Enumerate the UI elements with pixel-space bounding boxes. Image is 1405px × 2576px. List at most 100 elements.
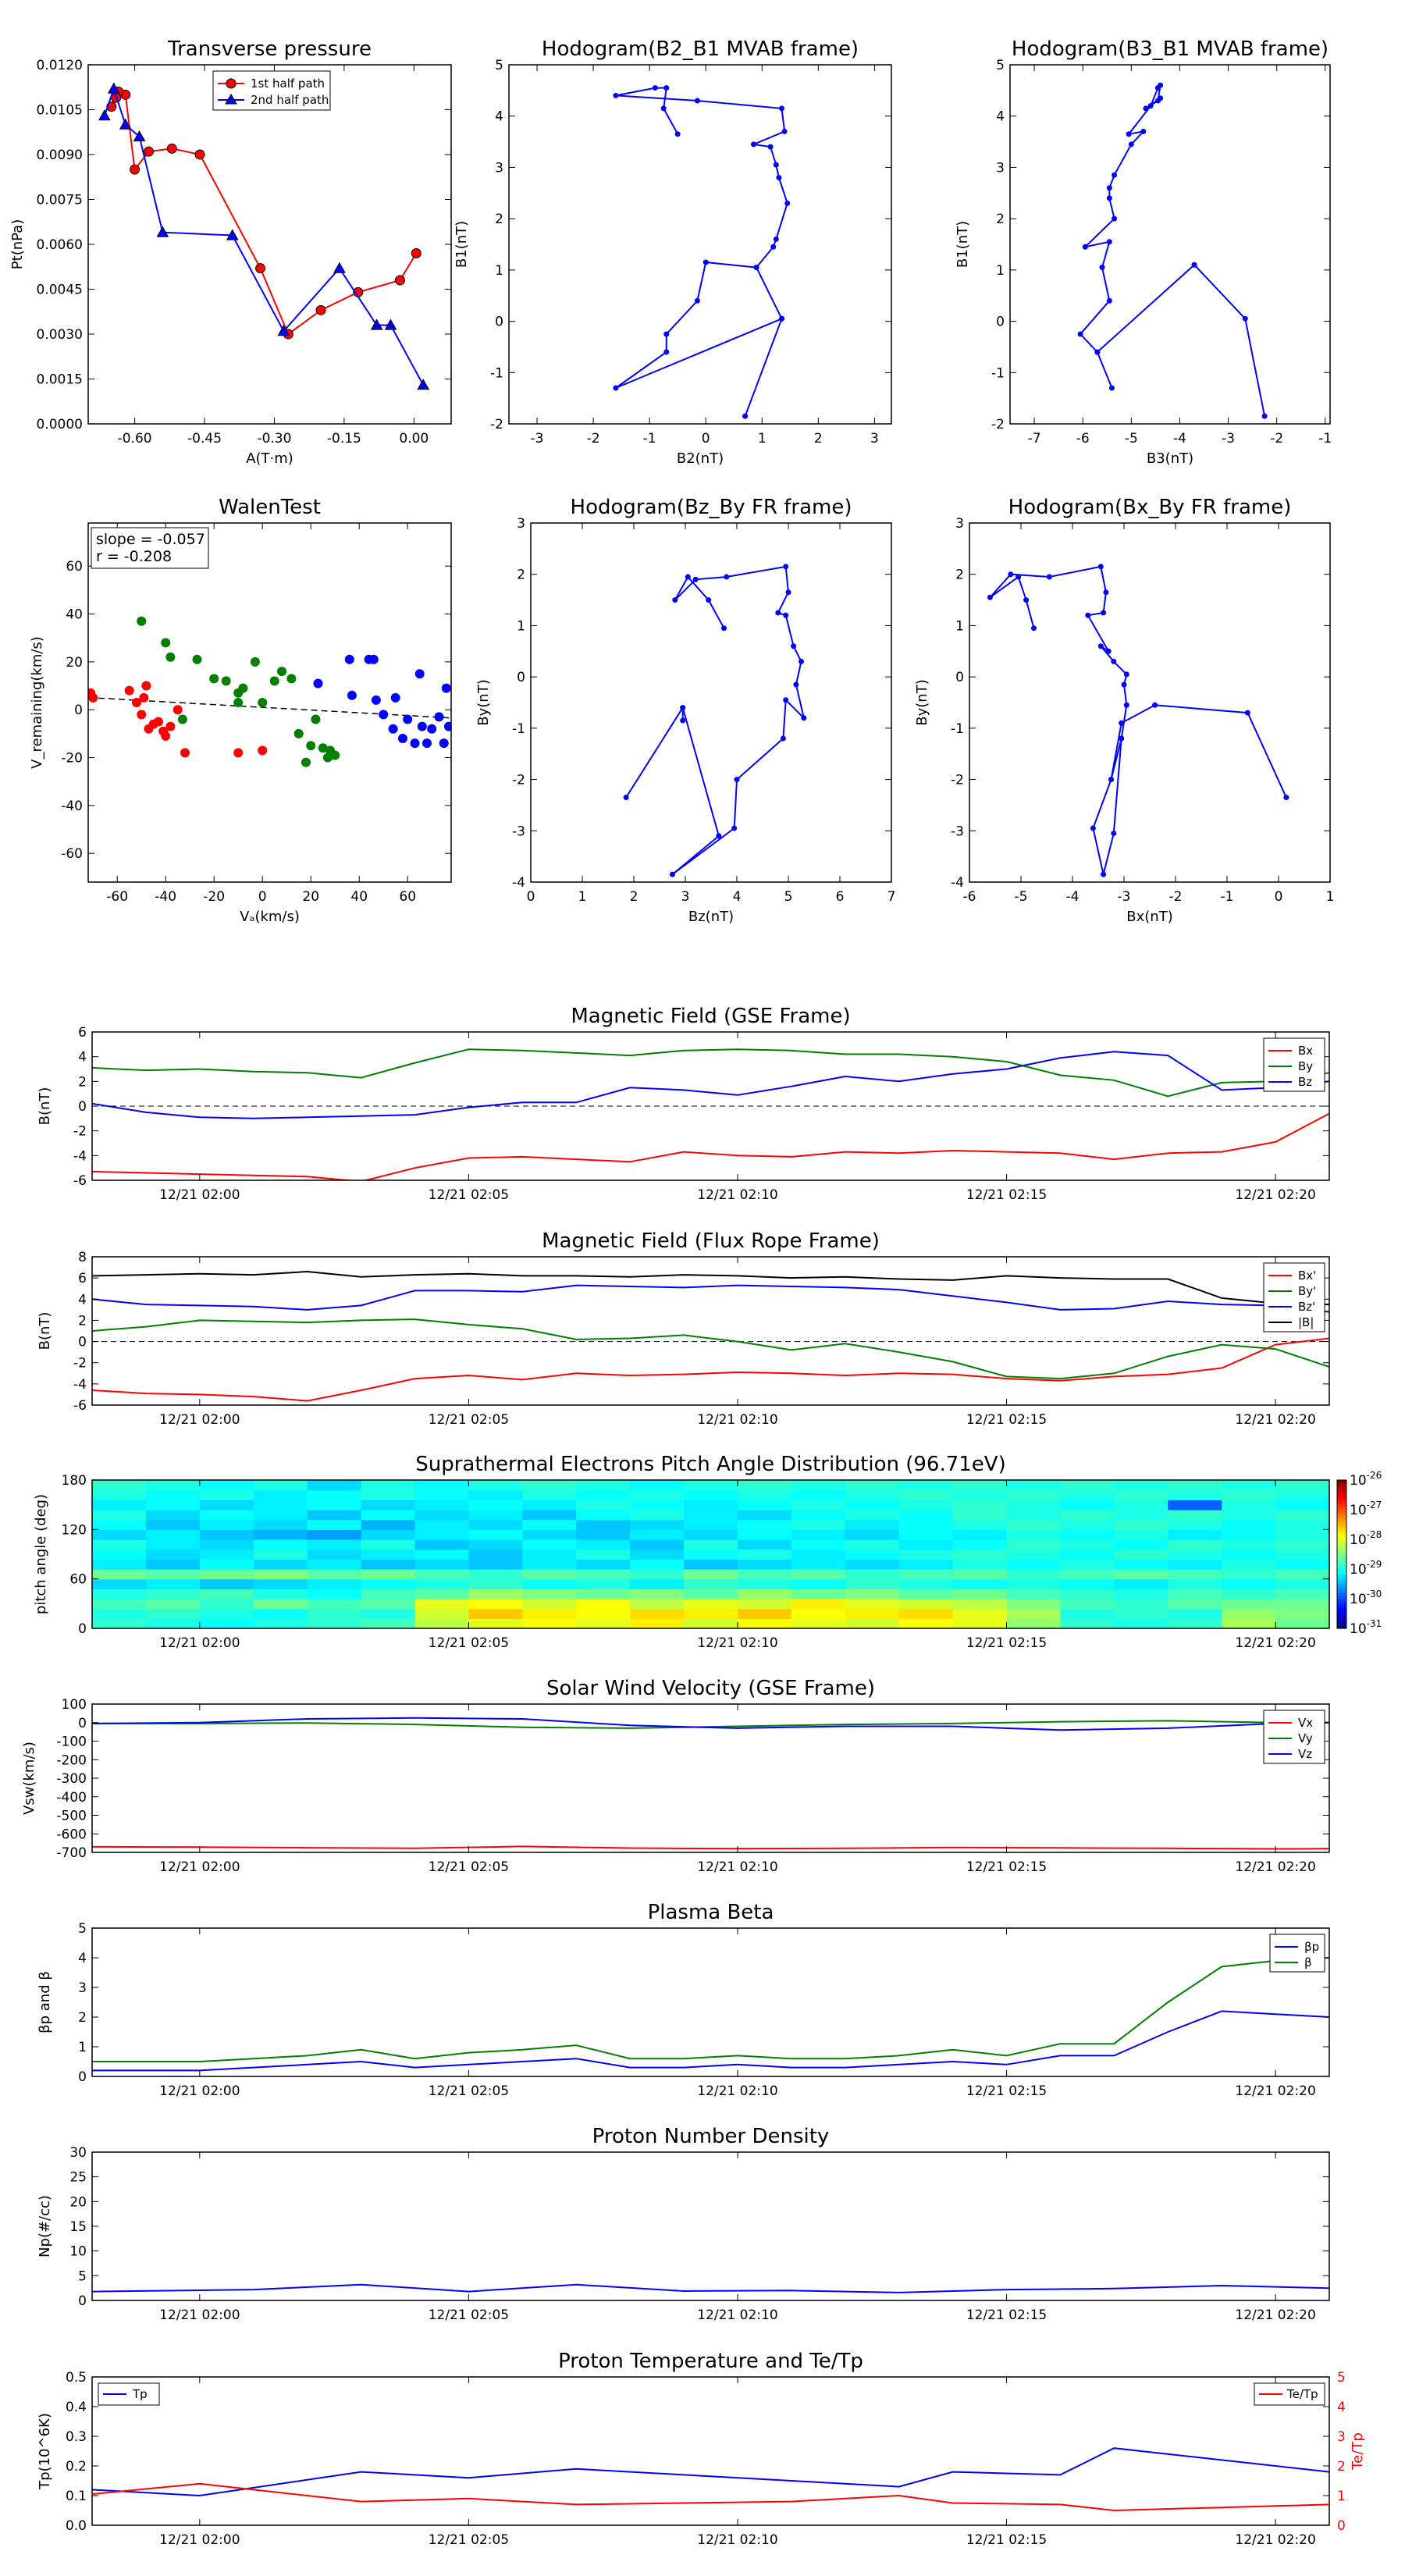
panel-mag-gse: Magnetic Field (GSE Frame) -6 -4 -2 0 2 4 6 12/2… xyxy=(37,1005,1330,1203)
colorbar-segment xyxy=(1337,1521,1346,1525)
x-tick-label: 7 xyxy=(887,889,896,905)
heatmap-cell xyxy=(952,1569,1008,1580)
y-tick-label: 0.4 xyxy=(66,2400,87,2415)
annotation-text: r = -0.208 xyxy=(96,548,172,565)
x-tick-label: 12/21 02:15 xyxy=(966,1859,1047,1875)
scatter-point-blue xyxy=(434,712,444,722)
heatmap-cell xyxy=(1006,1559,1062,1570)
heatmap-cell xyxy=(952,1618,1008,1628)
x-tick-label: -0.30 xyxy=(257,431,291,447)
x-tick-label: -1 xyxy=(1318,431,1332,447)
panel-transverse-pressure: Transverse pressure 0.0000 0.0015 0.0030 0.0… xyxy=(9,37,452,467)
panel-hodo-bz-by: Hodogram(Bz_By FR frame) -4 -3 -2 -1 0 1 2 3 0 1 2 3… xyxy=(475,496,895,925)
scatter-point-red xyxy=(153,717,163,727)
y-tick-label: -4 xyxy=(951,875,964,891)
y-tick-label: -200 xyxy=(56,1752,87,1768)
heatmap-cell xyxy=(737,1489,792,1500)
heatmap-cell xyxy=(1114,1500,1168,1510)
x-tick-label: 12/21 02:05 xyxy=(429,2083,509,2099)
data-point xyxy=(226,229,239,240)
data-point xyxy=(1128,141,1134,148)
legend-label: |B| xyxy=(1298,1315,1314,1329)
data-point xyxy=(277,325,290,336)
heatmap-cell xyxy=(307,1608,362,1619)
heatmap-cell xyxy=(1006,1578,1062,1589)
heatmap-cell xyxy=(414,1529,469,1540)
y-tick-label: 2 xyxy=(78,1074,87,1090)
heatmap-cell xyxy=(737,1589,792,1599)
data-point xyxy=(783,697,789,703)
heatmap-cell xyxy=(630,1578,685,1589)
data-point xyxy=(1112,172,1118,178)
heatmap-cell xyxy=(898,1599,954,1610)
heatmap-cell xyxy=(361,1480,416,1491)
y-tick-label: 2 xyxy=(996,212,1005,227)
colorbar-segment xyxy=(1337,1622,1346,1626)
heatmap-cell xyxy=(468,1599,523,1610)
series-Vy-line xyxy=(92,1720,1329,1729)
x-tick-label: 0.00 xyxy=(399,431,429,447)
y-tick-label: -3 xyxy=(512,824,525,839)
data-point xyxy=(1090,825,1096,831)
x-tick-label: 12/21 02:05 xyxy=(429,1859,509,1875)
heatmap-cell xyxy=(1222,1608,1276,1619)
axes-frame xyxy=(91,2151,1330,2301)
heatmap-cell xyxy=(1060,1578,1115,1589)
heatmap-cell xyxy=(684,1599,738,1610)
x-tick-label: 12/21 02:20 xyxy=(1235,1412,1315,1428)
heatmap-cell xyxy=(414,1569,469,1580)
x-tick-label: -1 xyxy=(643,431,656,447)
heatmap-cell xyxy=(845,1539,900,1550)
heatmap-cell xyxy=(361,1578,416,1589)
chart-title: Suprathermal Electrons Pitch Angle Distr… xyxy=(415,1453,1005,1476)
heatmap-cell xyxy=(1275,1608,1329,1619)
heatmap-cell xyxy=(145,1539,201,1550)
heatmap-cell xyxy=(898,1529,954,1540)
scatter-point-blue xyxy=(398,734,407,743)
heatmap-cell xyxy=(630,1480,685,1491)
heatmap-cell xyxy=(92,1519,147,1530)
x-tick-label: 1 xyxy=(758,431,767,447)
y-tick-label: -4 xyxy=(73,1377,87,1393)
heatmap-cell xyxy=(737,1559,792,1570)
y-tick-label: -1 xyxy=(490,365,503,381)
heatmap-cell xyxy=(199,1599,254,1610)
data-point xyxy=(694,98,700,104)
heatmap-cell xyxy=(468,1549,523,1560)
heatmap-cell xyxy=(576,1500,631,1510)
data-point xyxy=(1094,349,1101,355)
data-point xyxy=(1191,262,1197,268)
colorbar-segment xyxy=(1337,1596,1346,1599)
heatmap-cell xyxy=(791,1480,846,1491)
colorbar-segment xyxy=(1337,1545,1346,1549)
x-tick-label: 12/21 02:00 xyxy=(159,1859,240,1875)
heatmap-cell xyxy=(522,1559,577,1570)
colorbar-segment xyxy=(1337,1489,1346,1493)
scatter-point-red xyxy=(180,748,190,758)
colorbar-segment xyxy=(1337,1512,1346,1517)
scatter-point-red xyxy=(161,731,171,741)
series-Vz-line xyxy=(92,1717,1329,1731)
heatmap-cell xyxy=(92,1510,147,1521)
y-tick-label: 0.0000 xyxy=(37,417,83,432)
scatter-point-blue xyxy=(427,724,437,734)
heatmap-cell xyxy=(1060,1489,1115,1500)
scatter-point-blue xyxy=(441,683,451,693)
heatmap-cell xyxy=(684,1519,738,1530)
legend: βpβ xyxy=(1269,1934,1325,1973)
panel-proton-temp: Proton Temperature and Te/Tp 0.0 0.1 0.2 0.3… xyxy=(37,2350,1366,2548)
heatmap-cell xyxy=(1060,1589,1115,1599)
panel-pad: Suprathermal Electrons Pitch Angle Distr… xyxy=(33,1453,1382,1651)
data-point xyxy=(1111,831,1117,837)
heatmap-cell xyxy=(684,1539,738,1550)
x-tick-label: 0 xyxy=(258,889,267,905)
colorbar-segment xyxy=(1337,1589,1346,1593)
heatmap-cell xyxy=(845,1578,900,1589)
x-tick-label: 2 xyxy=(630,889,638,905)
heatmap-cell xyxy=(952,1578,1008,1589)
heatmap-cell xyxy=(845,1618,900,1628)
x-axis-label: Vₐ(km/s) xyxy=(240,909,300,925)
heatmap-cell xyxy=(898,1510,954,1521)
x-tick-label: 20 xyxy=(302,889,319,905)
heatmap-cell xyxy=(414,1618,469,1628)
